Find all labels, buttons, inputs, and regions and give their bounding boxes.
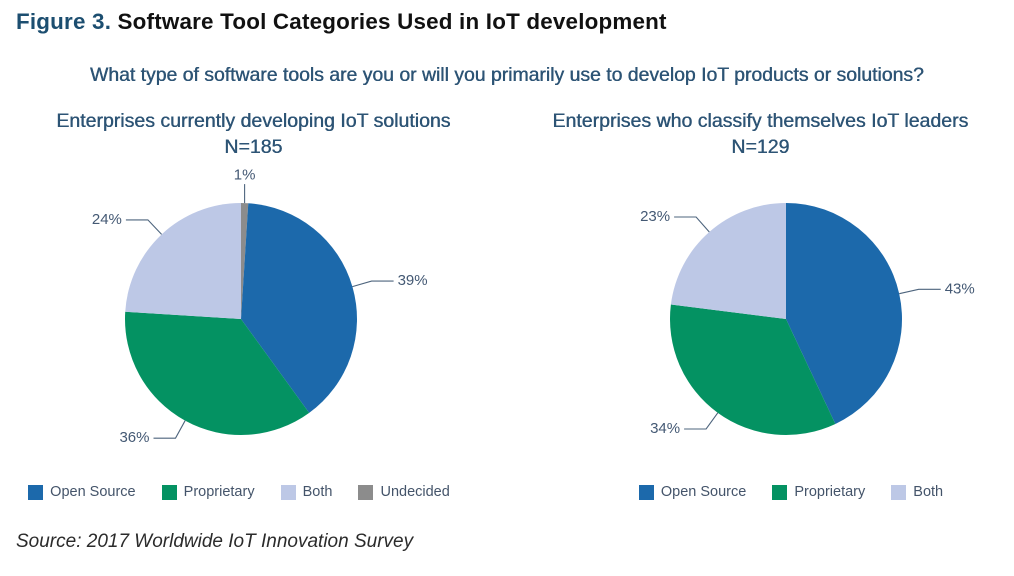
svg-text:43%: 43% [945, 280, 975, 297]
svg-text:36%: 36% [119, 429, 149, 446]
svg-text:23%: 23% [640, 208, 670, 225]
svg-text:24%: 24% [92, 211, 122, 228]
svg-text:34%: 34% [650, 420, 680, 437]
svg-text:39%: 39% [398, 272, 428, 289]
svg-text:1%: 1% [234, 167, 256, 184]
